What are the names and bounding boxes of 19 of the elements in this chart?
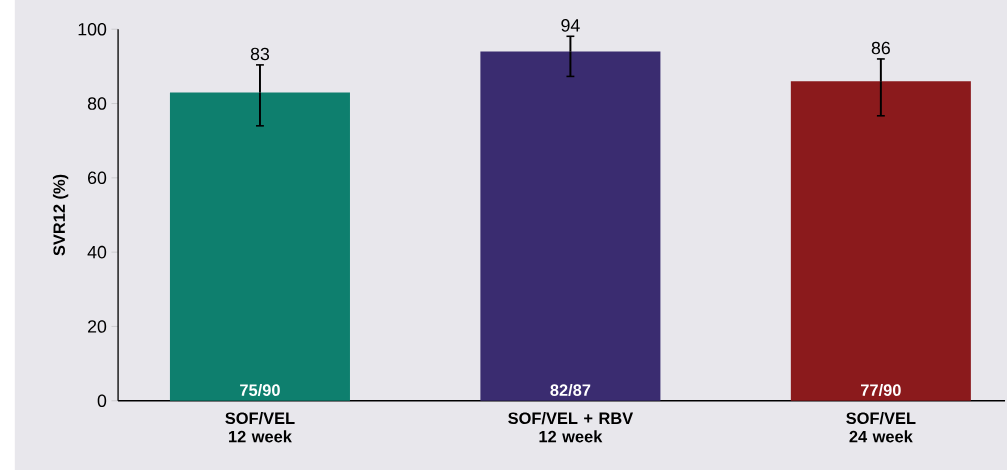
bar bbox=[790, 81, 971, 401]
x-tick-label: SOF/VEL + RBV 12 week bbox=[508, 411, 634, 443]
data-label: 83 bbox=[250, 47, 270, 61]
annotation: 77/90 bbox=[861, 383, 901, 397]
annotation: 82/87 bbox=[550, 383, 591, 397]
y-tick-label: 80 bbox=[87, 97, 107, 110]
x-tick-label: SOF/VEL 12 week bbox=[225, 411, 295, 443]
annotation: 75/90 bbox=[240, 383, 280, 397]
y-tick-label: 20 bbox=[88, 320, 107, 333]
x-tick-label: SOF/VEL 24 week bbox=[846, 411, 916, 443]
y-axis-title: SVR12 (%) bbox=[52, 174, 69, 256]
bar bbox=[169, 92, 350, 401]
data-label: 86 bbox=[871, 41, 890, 55]
bar bbox=[480, 51, 661, 401]
y-tick-label: 60 bbox=[88, 171, 107, 185]
y-tick-label: 40 bbox=[87, 245, 107, 259]
data-label: 94 bbox=[561, 19, 580, 32]
y-tick-label: 0 bbox=[97, 394, 107, 408]
y-tick-label: 100 bbox=[78, 22, 107, 36]
